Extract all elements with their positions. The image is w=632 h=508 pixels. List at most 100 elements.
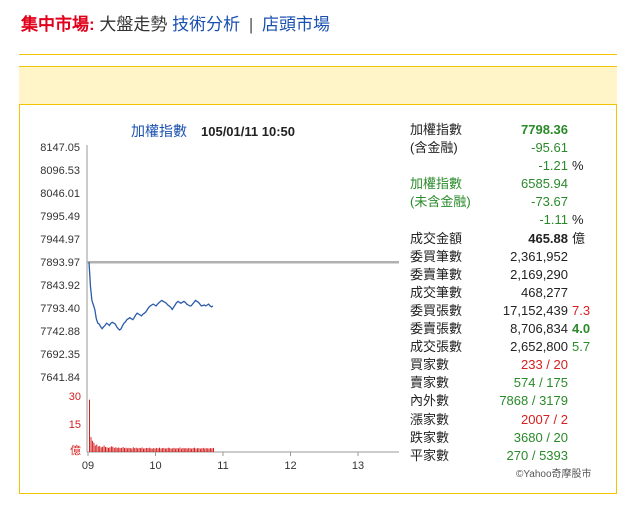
chart-axes <box>86 145 399 453</box>
stat-row: 委買張數 17,152,439 7.3 <box>410 302 620 320</box>
stat-label: 委賣張數 <box>410 321 463 337</box>
volume-bar <box>148 447 150 452</box>
y-tick-label: 8147.05 <box>40 142 80 154</box>
volume-bar <box>172 448 174 452</box>
x-tick-label: 13 <box>352 460 364 472</box>
copyright-text: ©Yahoo奇摩股市 <box>516 469 592 480</box>
volume-bar <box>135 447 137 452</box>
stat-extra: % <box>572 158 584 174</box>
stat-label: 漲家數 <box>410 411 450 427</box>
index-series <box>88 262 214 331</box>
stat-value: -1.11 <box>539 212 568 228</box>
volume-bar <box>103 445 105 452</box>
volume-bar <box>185 448 187 452</box>
stat-label: 委賣筆數 <box>410 266 463 282</box>
volume-bar <box>106 447 108 452</box>
stat-value: 7868 / 3179 <box>499 393 568 409</box>
stat-label: 委買張數 <box>410 302 463 318</box>
stat-row: 加權指數 6585.94 <box>410 175 620 193</box>
volume-bar <box>194 447 195 452</box>
volume-bar <box>122 447 124 452</box>
x-tick-label: 11 <box>217 460 228 472</box>
volume-bar <box>157 448 159 452</box>
volume-bar <box>156 447 158 452</box>
chart-datetime: 105/01/11 10:50 <box>201 124 295 139</box>
stat-label: 加權指數 <box>410 176 463 192</box>
stat-value: 270 / 5393 <box>506 447 568 463</box>
volume-bar <box>89 399 90 452</box>
stat-row: 成交金額 465.88 億 <box>410 230 620 248</box>
volume-bar <box>188 447 190 452</box>
volume-bar <box>180 448 182 452</box>
stat-row: -1.21% <box>410 157 620 175</box>
volume-bar <box>97 446 99 452</box>
chart-panel <box>19 104 617 494</box>
nav-link-technical-analysis[interactable]: 技術分析 <box>172 15 241 34</box>
volume-bar <box>132 447 134 452</box>
stat-label: (未含金融) <box>410 194 471 210</box>
volume-bar <box>110 446 112 452</box>
stat-row: 買家數 233 / 20 <box>410 356 620 374</box>
stat-label: 賣家數 <box>410 375 450 391</box>
volume-bar <box>159 447 160 452</box>
volume-bar <box>182 447 184 452</box>
stat-value: 2007 / 2 <box>521 411 568 427</box>
volume-bar <box>154 448 156 452</box>
stat-extra: 5.7 <box>572 339 591 355</box>
stat-value: -95.61 <box>531 140 568 156</box>
volume-bar <box>109 447 111 452</box>
stat-label: 委買筆數 <box>410 248 463 264</box>
volume-bar <box>198 448 200 452</box>
volume-bar <box>163 447 165 452</box>
stat-row: 平家數 270 / 5393 <box>410 447 620 465</box>
volume-tick-label: 30 <box>69 391 81 403</box>
volume-bar <box>119 448 121 452</box>
stat-row: 加權指數 7798.36 <box>410 121 620 139</box>
header-band <box>19 66 617 105</box>
volume-bar <box>93 442 95 452</box>
volume-bar <box>170 448 172 452</box>
volume-bar <box>134 448 136 452</box>
stat-row: (未含金融) -73.67 <box>410 193 620 211</box>
stat-label: 成交筆數 <box>410 284 463 300</box>
stat-label: 內外數 <box>410 393 450 409</box>
stat-value: 2,361,952 <box>510 248 568 264</box>
volume-bar <box>175 448 177 452</box>
stat-extra: 億 <box>572 230 586 246</box>
volume-bar <box>176 448 178 452</box>
volume-bar <box>145 447 147 452</box>
volume-bar <box>204 448 206 452</box>
volume-bar <box>197 448 198 452</box>
volume-bar <box>112 446 114 452</box>
volume-bar <box>140 448 142 452</box>
y-tick-label: 7742.88 <box>40 326 80 338</box>
nav-market-label: 集中市場: <box>21 15 95 34</box>
volume-bar <box>178 448 179 452</box>
stat-value: 8,706,834 <box>510 321 568 337</box>
stat-extra: 7.3 <box>572 302 591 318</box>
volume-bar <box>192 448 194 452</box>
volume-bar <box>96 444 98 452</box>
volume-bar <box>208 448 210 452</box>
stat-row: 賣家數 574 / 175 <box>410 374 620 392</box>
stat-value: 6585.94 <box>521 176 568 192</box>
y-tick-label: 7995.49 <box>40 211 80 223</box>
volume-bar <box>102 446 104 452</box>
volume-bar <box>169 448 171 452</box>
stat-value: 574 / 175 <box>513 375 568 391</box>
x-tick-labels: 09 10 11 12 13 <box>82 452 364 472</box>
volume-bar <box>164 448 166 452</box>
stat-label: (含金融) <box>410 140 458 156</box>
y-tick-label: 7944.97 <box>40 234 80 246</box>
stat-row: 成交張數 2,652,800 5.7 <box>410 338 620 356</box>
nav-link-otc-market[interactable]: 店頭市場 <box>262 15 331 34</box>
volume-bar <box>147 448 149 452</box>
stat-value: -1.21 <box>538 158 568 174</box>
volume-bar <box>143 448 144 452</box>
y-tick-label: 7793.40 <box>40 303 80 315</box>
stat-label: 平家數 <box>410 447 450 463</box>
volume-bar <box>179 447 181 452</box>
volume-bar <box>131 448 133 452</box>
stat-label: 成交金額 <box>410 230 463 246</box>
volume-bar <box>94 445 96 452</box>
